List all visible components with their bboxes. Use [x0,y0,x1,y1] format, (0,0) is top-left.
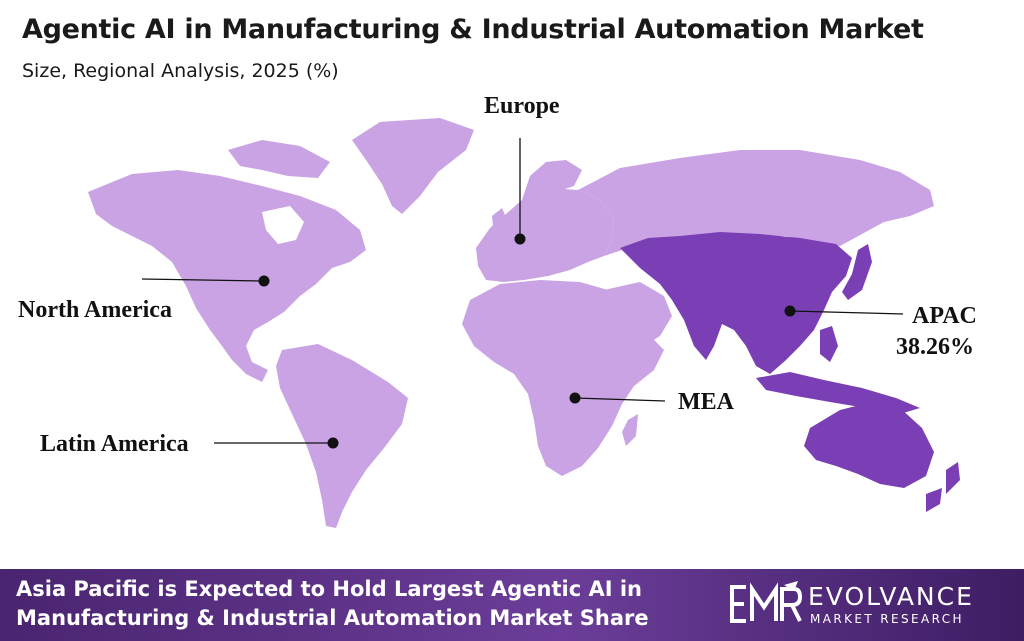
world-map [88,118,960,528]
landmass-apac [620,232,852,374]
landmass-madagascar [622,414,638,446]
marker-latin-america [214,437,339,449]
label-latin-america: Latin America [40,431,189,457]
footer-line-1: Asia Pacific is Expected to Hold Largest… [16,577,643,601]
landmass-uk [492,208,508,238]
footer-caption: Asia Pacific is Expected to Hold Largest… [16,575,736,633]
hudson-bay [262,206,304,244]
brand-tagline: MARKET RESEARCH [810,612,964,626]
label-europe: Europe [484,93,560,119]
landmass-arabia [604,282,672,346]
landmass-africa [462,280,664,476]
marker-north-america [141,275,270,287]
label-north-america: North America [18,297,172,323]
landmass-australia [804,402,934,488]
landmass-scandinavia [522,160,582,206]
marker-europe [514,138,526,245]
brand-name: EVOLVANCE [808,582,974,611]
label-apac-value: 38.26% [896,334,974,360]
marker-mea [569,392,666,404]
label-apac: APAC [912,303,977,329]
footer-line-2: Manufacturing & Industrial Automation Ma… [16,606,649,630]
emr-logo-icon [730,581,802,623]
landmass-north-asia [578,150,934,256]
landmass-new-zealand [946,462,960,494]
marker-apac [784,305,904,317]
chart-subtitle: Size, Regional Analysis, 2025 (%) [22,60,339,82]
label-mea: MEA [678,389,734,415]
landmass-greenland [352,118,474,214]
chart-title: Agentic AI in Manufacturing & Industrial… [22,14,924,45]
brand-logo: EVOLVANCE MARKET RESEARCH [728,579,1018,631]
landmass-philippines [820,326,838,362]
landmass-arctic-islands [228,140,330,178]
landmass-south-america [276,344,408,528]
landmass-new-zealand-south [926,488,942,512]
landmass-europe [476,188,614,282]
footer-banner: Asia Pacific is Expected to Hold Largest… [0,569,1024,641]
landmass-japan [842,244,872,300]
